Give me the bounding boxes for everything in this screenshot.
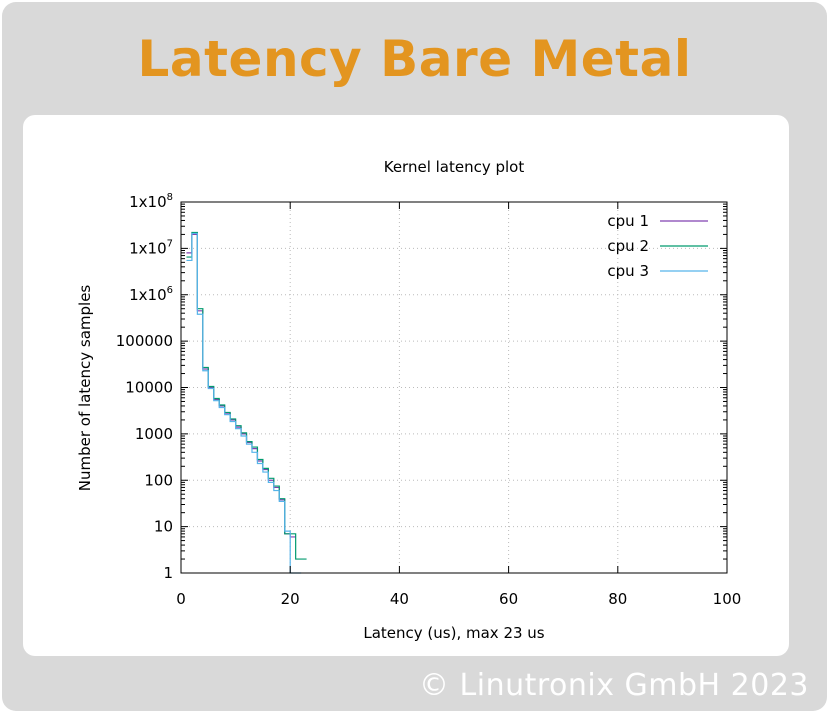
x-tick-label: 0 <box>176 590 186 608</box>
x-tick-label: 40 <box>390 590 409 608</box>
legend: cpu 1 cpu 2 cpu 3 <box>607 212 708 280</box>
y-tick-label: 10000 <box>125 379 173 397</box>
series-2-line <box>186 231 307 560</box>
copyright-notice: © Linutronix GmbH 2023 <box>419 668 809 703</box>
x-tick-label: 20 <box>281 590 300 608</box>
x-axis-label: Latency (us), max 23 us <box>363 624 544 642</box>
series-3-line <box>186 232 302 574</box>
y-tick-label: 10 <box>154 518 173 536</box>
y-axis-label: Number of latency samples <box>76 285 94 492</box>
series-layer <box>186 231 307 574</box>
legend-label: cpu 2 <box>607 237 649 255</box>
x-tick-label: 100 <box>713 590 742 608</box>
y-tick-label: 1000 <box>135 425 173 443</box>
y-tick-label: 1x107 <box>129 238 173 257</box>
x-tick-label: 80 <box>608 590 627 608</box>
chart-title: Kernel latency plot <box>384 158 525 176</box>
legend-label: cpu 3 <box>607 262 649 280</box>
grid-lines <box>181 202 727 573</box>
x-tick-label: 60 <box>499 590 518 608</box>
legend-label: cpu 1 <box>607 212 649 230</box>
axis-ticks: 0 20 40 60 80 100 1 10 100 1000 10000 100000 1x106 1x… <box>116 192 742 608</box>
y-tick-label: 100000 <box>116 332 173 350</box>
slide-headline: Latency Bare Metal <box>137 30 692 88</box>
y-tick-label: 1 <box>163 564 173 582</box>
chart-card <box>23 115 789 656</box>
y-tick-label: 1x106 <box>129 285 173 304</box>
y-tick-label: 100 <box>144 471 173 489</box>
y-tick-label: 1x108 <box>129 192 173 211</box>
